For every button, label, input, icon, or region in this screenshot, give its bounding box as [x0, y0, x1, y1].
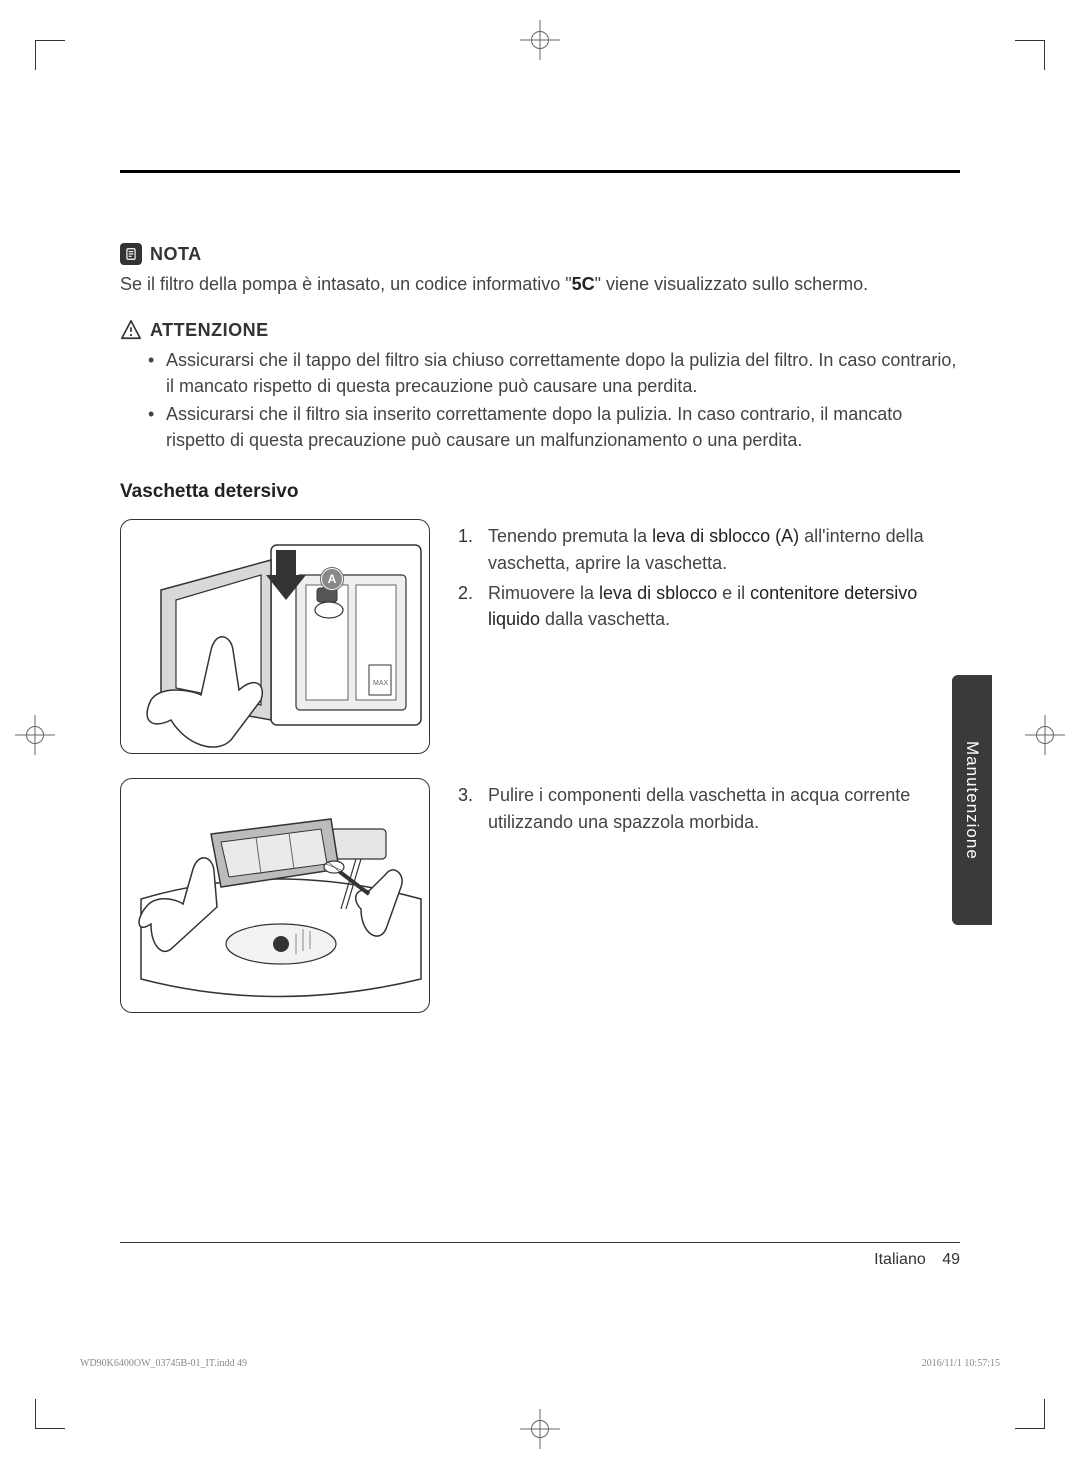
nota-heading-row: NOTA: [120, 243, 960, 265]
step-text: Pulire i componenti della vaschetta in a…: [488, 782, 960, 834]
attenzione-heading: ATTENZIONE: [150, 320, 269, 341]
step-row-1: MAX A 1. Tenendo premuta la leva di sblo…: [120, 519, 960, 754]
step-3: 3. Pulire i componenti della vaschetta i…: [458, 782, 960, 834]
step-number: 1.: [458, 523, 478, 575]
step-1: 1. Tenendo premuta la leva di sblocco (A…: [458, 523, 960, 575]
nota-heading: NOTA: [150, 244, 202, 265]
illustration-drawer-open: MAX A: [120, 519, 430, 754]
step-number: 2.: [458, 580, 478, 632]
illustration-drawer-clean: [120, 778, 430, 1013]
section-tab: Manutenzione: [952, 675, 992, 925]
section-tab-label: Manutenzione: [962, 741, 982, 860]
nota-text: Se il filtro della pompa è intasato, un …: [120, 271, 960, 297]
step-row-2: 3. Pulire i componenti della vaschetta i…: [120, 778, 960, 1013]
top-rule: [120, 170, 960, 173]
step-number: 3.: [458, 782, 478, 834]
registration-mark-left: [15, 715, 55, 755]
crop-mark-br: [1015, 1399, 1045, 1429]
footer-page-number: 49: [942, 1251, 960, 1268]
steps-col-2: 3. Pulire i componenti della vaschetta i…: [458, 778, 960, 838]
step-2: 2. Rimuovere la leva di sblocco e il con…: [458, 580, 960, 632]
crop-mark-tl: [35, 40, 65, 70]
step-text: Tenendo premuta la leva di sblocco (A) a…: [488, 523, 960, 575]
page-footer: Italiano 49: [120, 1242, 960, 1269]
note-icon: [120, 243, 142, 265]
nota-text-pre: Se il filtro della pompa è intasato, un …: [120, 274, 572, 294]
subheading: Vaschetta detersivo: [120, 481, 960, 503]
step-text: Rimuovere la leva di sblocco e il conten…: [488, 580, 960, 632]
attenzione-item: Assicurarsi che il filtro sia inserito c…: [148, 401, 960, 453]
warning-icon: [120, 319, 142, 341]
nota-text-post: " viene visualizzato sullo schermo.: [595, 274, 869, 294]
imprint-line: WD90K6400OW_03745B-01_IT.indd 49 2016/11…: [80, 1358, 1000, 1369]
registration-mark-right: [1025, 715, 1065, 755]
steps-col-1: 1. Tenendo premuta la leva di sblocco (A…: [458, 519, 960, 635]
registration-mark-top: [520, 20, 560, 60]
attenzione-item: Assicurarsi che il tappo del filtro sia …: [148, 347, 960, 399]
imprint-file: WD90K6400OW_03745B-01_IT.indd 49: [80, 1358, 247, 1369]
attenzione-heading-row: ATTENZIONE: [120, 319, 960, 341]
attenzione-list: Assicurarsi che il tappo del filtro sia …: [120, 347, 960, 453]
nota-code: 5C: [572, 274, 595, 294]
crop-mark-bl: [35, 1399, 65, 1429]
page-content: NOTA Se il filtro della pompa è intasato…: [120, 170, 960, 1037]
registration-mark-bottom: [520, 1409, 560, 1449]
attenzione-section: ATTENZIONE Assicurarsi che il tappo del …: [120, 319, 960, 453]
svg-text:MAX: MAX: [373, 680, 389, 687]
crop-mark-tr: [1015, 40, 1045, 70]
footer-language: Italiano: [874, 1251, 926, 1268]
nota-section: NOTA Se il filtro della pompa è intasato…: [120, 243, 960, 297]
imprint-timestamp: 2016/11/1 10:57:15: [922, 1358, 1000, 1369]
